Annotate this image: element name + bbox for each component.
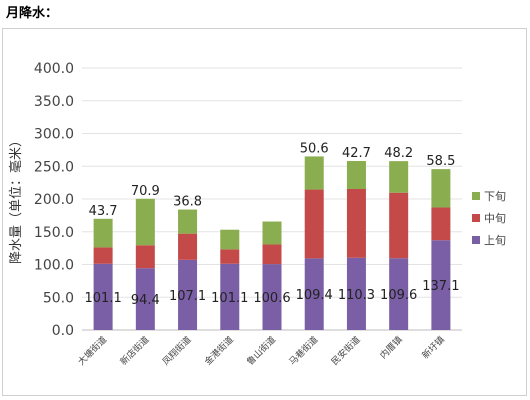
- legend-swatch: [472, 192, 480, 200]
- bar-segment: [346, 188, 366, 258]
- bar-segment: [135, 268, 155, 330]
- data-label: 101.1: [85, 291, 122, 306]
- bar-segment: [93, 218, 113, 248]
- category-label: 凤翔街道: [160, 334, 194, 368]
- bar-segment: [178, 259, 198, 330]
- legend-swatch: [472, 214, 480, 222]
- data-label: 36.8: [173, 195, 202, 210]
- bar-segment: [389, 192, 409, 259]
- bar-segment: [304, 189, 324, 259]
- data-label: 109.6: [380, 288, 417, 303]
- category-label: 大塘街道: [75, 334, 109, 368]
- data-label: 58.5: [426, 154, 455, 169]
- bar-segment: [178, 209, 198, 234]
- category-label: 新店街道: [118, 334, 152, 368]
- y-tick-label: 400.0: [34, 61, 74, 77]
- category-label: 金港街道: [202, 334, 236, 368]
- bar-segment: [135, 198, 155, 246]
- bar-segment: [431, 207, 451, 241]
- bar-segment: [93, 263, 113, 330]
- bar-segment: [431, 169, 451, 208]
- category-label: 鲁山街道: [244, 334, 278, 368]
- legend-label: 中旬: [484, 212, 506, 225]
- category-label: 民安街道: [329, 334, 363, 368]
- data-label: 70.9: [131, 184, 160, 199]
- bar-segment: [262, 221, 282, 245]
- data-label: 48.2: [384, 146, 413, 161]
- y-tick-label: 200.0: [34, 192, 74, 208]
- bar-segment: [346, 257, 366, 330]
- bar-segment: [220, 249, 240, 264]
- bar-segment: [220, 263, 240, 330]
- bar-segment: [135, 245, 155, 269]
- y-tick-label: 300.0: [34, 127, 74, 143]
- bar-segment: [262, 264, 282, 330]
- bar-segment: [431, 240, 451, 330]
- y-tick-label: 250.0: [34, 159, 74, 175]
- category-label: 内厝镇: [377, 334, 405, 362]
- y-tick-label: 100.0: [34, 258, 74, 274]
- data-label: 94.4: [131, 293, 160, 308]
- data-label: 101.1: [211, 291, 248, 306]
- data-label: 42.7: [342, 146, 371, 161]
- bar-segment: [262, 244, 282, 265]
- bar-segment: [220, 229, 240, 250]
- bar-segment: [389, 161, 409, 193]
- data-label: 137.1: [422, 279, 459, 294]
- y-axis-label: 降水量（单位：毫米）: [8, 134, 24, 264]
- data-label: 50.6: [300, 141, 329, 156]
- bar-segment: [93, 247, 113, 264]
- data-label: 100.6: [253, 291, 290, 306]
- page-title: 月降水：: [6, 6, 59, 21]
- y-tick-label: 0.0: [52, 323, 74, 339]
- data-label: 43.7: [89, 204, 118, 219]
- data-label: 109.4: [296, 288, 333, 303]
- category-label: 马巷街道: [286, 334, 320, 368]
- data-label: 110.3: [338, 288, 375, 303]
- y-tick-label: 350.0: [34, 94, 74, 110]
- category-label: 新圩镇: [419, 334, 447, 362]
- bar-segment: [304, 258, 324, 330]
- legend-label: 上旬: [484, 234, 506, 247]
- bar-segment: [346, 161, 366, 189]
- legend-label: 下旬: [484, 190, 506, 203]
- y-tick-label: 50.0: [43, 290, 74, 306]
- data-label: 107.1: [169, 289, 206, 304]
- y-tick-label: 150.0: [34, 225, 74, 241]
- bar-segment: [389, 258, 409, 330]
- bar-segment: [304, 156, 324, 190]
- bar-segment: [178, 233, 198, 260]
- legend-swatch: [472, 236, 480, 244]
